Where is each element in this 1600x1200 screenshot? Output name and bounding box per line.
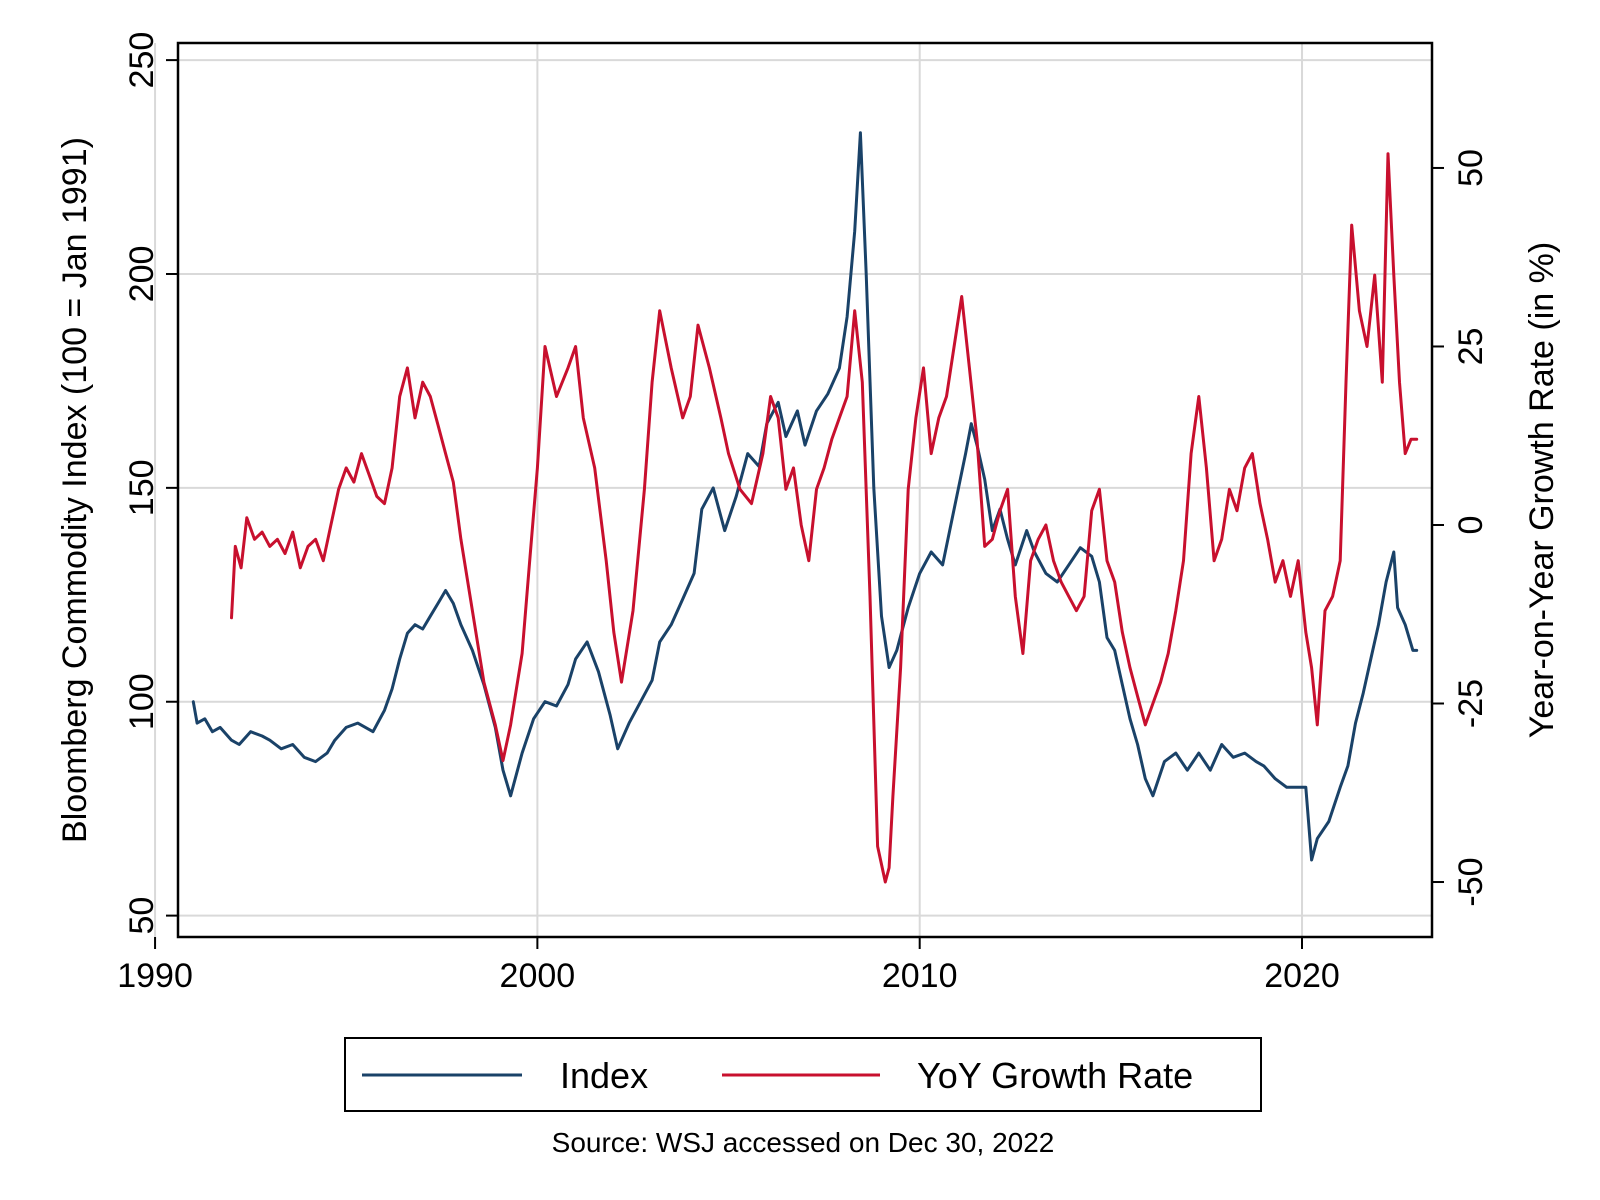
y2-axis-title: Year-on-Year Growth Rate (in %) — [1523, 242, 1561, 738]
series-line-index — [191, 131, 1419, 862]
plot-series — [191, 131, 1419, 884]
x-tick-label: 2020 — [1264, 957, 1340, 995]
y2-tick-label: 50 — [1452, 149, 1490, 187]
y2-tick-label: -25 — [1452, 679, 1490, 728]
legend-label-yoy: YoY Growth Rate — [917, 1055, 1193, 1096]
x-tick-label: 2010 — [882, 957, 958, 995]
x-tick-label: 2000 — [500, 957, 576, 995]
x-tick-label: 1990 — [117, 957, 193, 995]
source-note: Source: WSJ accessed on Dec 30, 2022 — [552, 1127, 1055, 1158]
axis-ticks: 50 100 150 200 250 1990 2000 2010 2020 -50 -25 0 25 5… — [117, 32, 1490, 995]
y2-tick-label: -50 — [1452, 857, 1490, 906]
legend: Index YoY Growth Rate — [344, 1037, 1262, 1112]
y-tick-label: 150 — [123, 459, 161, 516]
y2-tick-label: 0 — [1452, 516, 1490, 535]
y-tick-label: 250 — [123, 32, 161, 89]
y2-tick-label: 25 — [1452, 328, 1490, 366]
y-tick-label: 100 — [123, 673, 161, 730]
y-axis-title: Bloomberg Commodity Index (100 = Jan 199… — [56, 137, 94, 843]
y-tick-label: 50 — [123, 897, 161, 935]
series-line-yoy-growth-rate — [230, 152, 1419, 884]
plot-frame — [176, 41, 1434, 939]
y-tick-label: 200 — [123, 246, 161, 303]
legend-label-index: Index — [560, 1055, 648, 1096]
